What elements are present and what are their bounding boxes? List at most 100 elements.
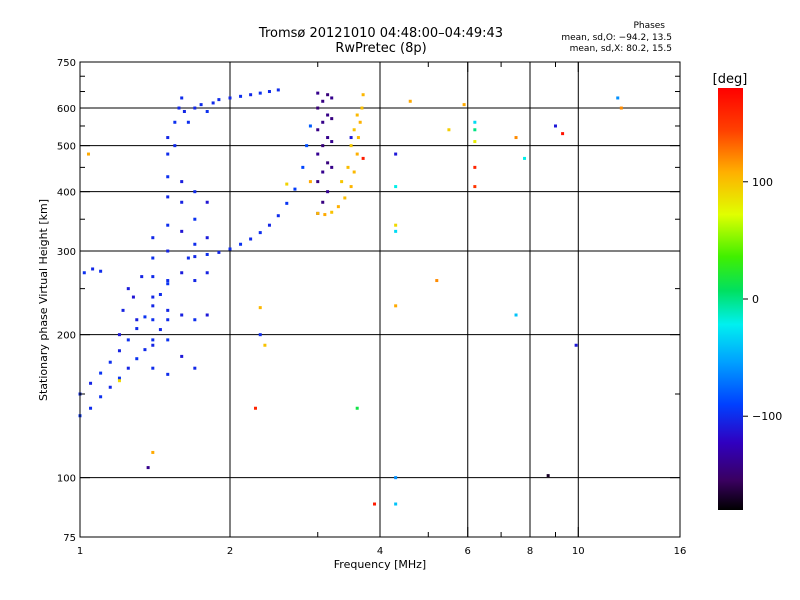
- data-point: [166, 318, 170, 322]
- data-point: [358, 120, 362, 124]
- data-point: [355, 406, 359, 410]
- data-point: [330, 117, 334, 121]
- data-point: [228, 247, 232, 251]
- data-point: [99, 371, 103, 375]
- data-point: [126, 366, 130, 370]
- data-point: [574, 343, 578, 347]
- data-point: [117, 376, 121, 380]
- data-point: [349, 185, 353, 189]
- chart-subtitle: RwPretec (8p): [335, 41, 427, 56]
- data-point: [131, 295, 135, 299]
- data-point: [301, 165, 305, 169]
- data-point: [356, 136, 360, 140]
- data-point: [316, 91, 320, 95]
- data-point: [316, 152, 320, 156]
- data-point: [394, 185, 398, 189]
- data-point: [321, 120, 325, 124]
- data-point: [108, 360, 112, 364]
- data-point: [166, 372, 170, 376]
- data-point: [305, 144, 309, 148]
- data-point: [173, 120, 177, 124]
- data-point: [249, 237, 253, 241]
- x-tick-labels: 1 2 4 6 8 10 16: [77, 546, 687, 557]
- data-point: [177, 106, 181, 110]
- phases-heading: Phases: [633, 21, 665, 31]
- data-point: [151, 366, 155, 370]
- data-point: [166, 223, 170, 227]
- data-point: [151, 343, 155, 347]
- data-point: [352, 170, 356, 174]
- data-point: [151, 338, 155, 342]
- data-point: [166, 195, 170, 199]
- data-point: [258, 231, 262, 235]
- data-point: [135, 327, 139, 331]
- data-point: [349, 144, 353, 148]
- data-point: [326, 190, 330, 194]
- colorbar-tick-label: 0: [752, 293, 759, 306]
- y-tick-labels: 75 100 200 300 400 500 600 750: [57, 58, 76, 544]
- data-point: [326, 93, 330, 97]
- data-point: [166, 338, 170, 342]
- data-point: [205, 236, 209, 240]
- data-point: [316, 106, 320, 110]
- data-point: [394, 476, 398, 480]
- data-point: [361, 93, 365, 97]
- data-point: [553, 124, 557, 128]
- data-point: [321, 170, 325, 174]
- x-axis-label: Frequency [MHz]: [334, 558, 426, 571]
- data-point: [523, 156, 527, 160]
- data-point: [186, 120, 190, 124]
- data-point: [473, 185, 477, 189]
- data-point: [193, 106, 197, 110]
- x-tick-label: 4: [377, 546, 383, 557]
- data-point: [126, 287, 130, 291]
- data-point: [199, 103, 203, 107]
- data-point: [193, 190, 197, 194]
- axis-ticks: [79, 61, 681, 538]
- data-point: [82, 271, 86, 275]
- data-point: [182, 109, 186, 113]
- data-point: [462, 103, 466, 107]
- data-point: [143, 315, 147, 319]
- data-point: [616, 96, 620, 100]
- data-point: [151, 295, 155, 299]
- data-point: [394, 152, 398, 156]
- data-point: [166, 282, 170, 286]
- y-axis-label: Stationary phase Virtual Height [km]: [37, 199, 50, 401]
- data-point: [193, 255, 197, 259]
- data-point: [211, 101, 215, 105]
- colorbar-ticks: 100 0 −100: [743, 176, 782, 423]
- data-point: [321, 99, 325, 103]
- data-point: [135, 357, 139, 361]
- data-point: [316, 128, 320, 132]
- data-point: [326, 161, 330, 165]
- data-point: [205, 200, 209, 204]
- data-point: [205, 271, 209, 275]
- data-point: [217, 250, 221, 254]
- data-point: [394, 223, 398, 227]
- data-point: [355, 152, 359, 156]
- data-point: [323, 213, 327, 217]
- data-point: [135, 318, 139, 322]
- data-point: [146, 466, 150, 470]
- data-point: [180, 200, 184, 204]
- data-point: [276, 214, 280, 218]
- data-point: [151, 236, 155, 240]
- data-point: [151, 450, 155, 454]
- data-point: [267, 90, 271, 94]
- data-point: [228, 96, 232, 100]
- data-point: [343, 196, 347, 200]
- grid-lines: [80, 62, 680, 537]
- data-point: [258, 306, 262, 310]
- data-point: [99, 395, 103, 399]
- data-point: [321, 144, 325, 148]
- data-point: [293, 187, 297, 191]
- data-point: [346, 165, 350, 169]
- data-point: [355, 113, 359, 117]
- data-point: [89, 406, 93, 410]
- data-point: [180, 96, 184, 100]
- data-points: [78, 88, 623, 506]
- data-point: [276, 88, 280, 92]
- phases-mean-o: mean, sd,O: −94.2, 13.5: [561, 33, 672, 43]
- data-point: [158, 292, 162, 296]
